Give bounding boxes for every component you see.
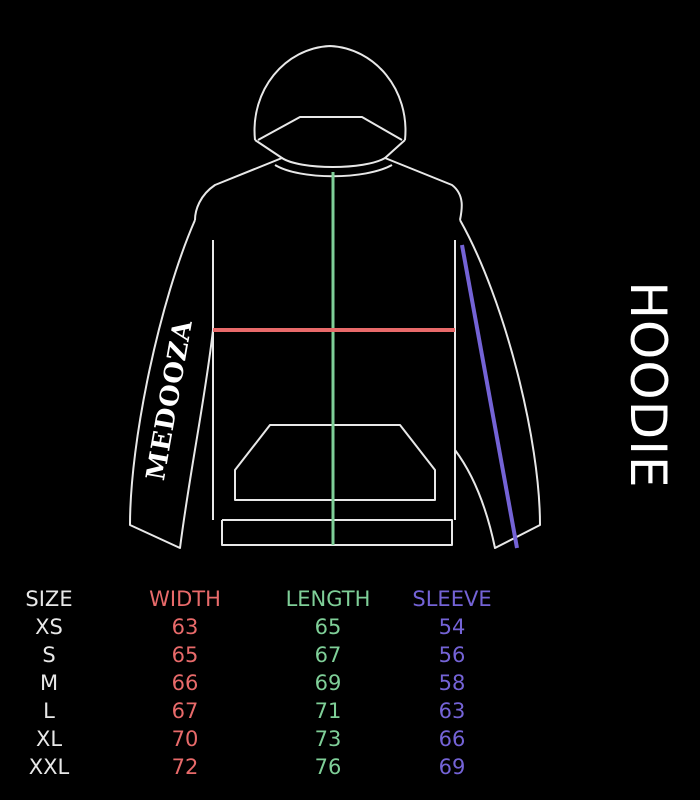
table-row: XS 63 65 54 — [0, 613, 520, 641]
length-cell: 67 — [314, 643, 342, 667]
table-row: S 65 67 56 — [0, 641, 520, 669]
body-outline — [194, 139, 463, 221]
table-row: XXL 72 76 69 — [0, 753, 520, 781]
sleeve-cell: 58 — [438, 671, 466, 695]
torso — [212, 240, 456, 546]
size-cell: XS — [35, 615, 63, 639]
size-cell: M — [39, 671, 59, 695]
left-sleeve — [129, 219, 214, 549]
width-cell: 65 — [171, 643, 199, 667]
sleeve-cell: 69 — [438, 755, 466, 779]
table-row: XL 70 73 66 — [0, 725, 520, 753]
size-cell: L — [43, 699, 55, 723]
width-cell: 63 — [171, 615, 199, 639]
header-length: LENGTH — [285, 587, 371, 611]
size-cell: XXL — [28, 755, 70, 779]
width-cell: 70 — [171, 727, 199, 751]
hood-opening — [257, 116, 403, 141]
width-cell: 67 — [171, 699, 199, 723]
length-cell: 76 — [314, 755, 342, 779]
header-sleeve: SLEEVE — [412, 587, 492, 611]
length-cell: 71 — [314, 699, 342, 723]
size-cell: S — [42, 643, 56, 667]
size-cell: XL — [35, 727, 63, 751]
size-table: SIZE WIDTH LENGTH SLEEVE XS 63 65 54 S 6… — [0, 585, 520, 781]
product-title: HOODIE — [619, 281, 677, 489]
table-row: M 66 69 58 — [0, 669, 520, 697]
header-width: WIDTH — [149, 587, 221, 611]
hood — [253, 45, 407, 141]
sleeve-cell: 54 — [438, 615, 466, 639]
table-row: L 67 71 63 — [0, 697, 520, 725]
sleeve-cell: 66 — [438, 727, 466, 751]
width-cell: 72 — [171, 755, 199, 779]
pocket — [234, 424, 436, 501]
right-sleeve — [454, 219, 541, 549]
sleeve-line — [460, 244, 519, 549]
sleeve-cell: 63 — [438, 699, 466, 723]
sleeve-cell: 56 — [438, 643, 466, 667]
length-cell: 73 — [314, 727, 342, 751]
width-cell: 66 — [171, 671, 199, 695]
table-header: SIZE WIDTH LENGTH SLEEVE — [0, 585, 520, 613]
length-cell: 69 — [314, 671, 342, 695]
header-size: SIZE — [25, 587, 73, 611]
length-cell: 65 — [314, 615, 342, 639]
